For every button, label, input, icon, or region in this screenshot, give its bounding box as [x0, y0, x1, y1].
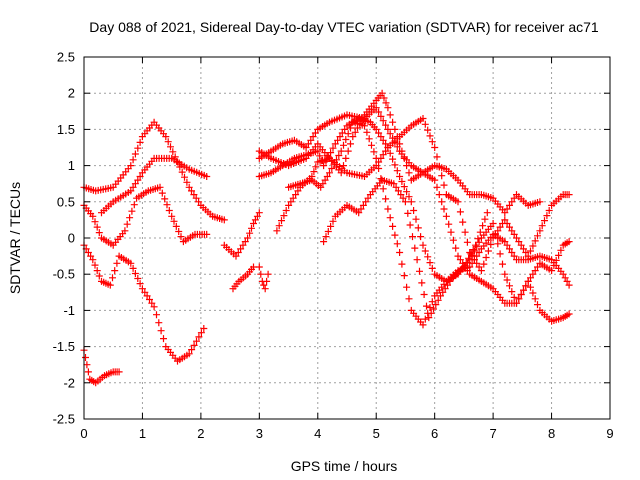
series-track-1: [80, 118, 228, 224]
plus-markers: [255, 115, 573, 289]
x-tick-label: 4: [314, 426, 321, 441]
y-axis-ticks: -2.5 -2 -1.5 -1 -0.5 0 0.5 1 1.5 2 2.5: [53, 50, 610, 427]
series-track-11: [255, 115, 573, 289]
series-track-6: [220, 209, 263, 260]
x-tick-label: 3: [256, 426, 263, 441]
y-tick-label: 0.5: [57, 194, 75, 209]
series-track-7: [229, 263, 257, 293]
x-tick-label: 9: [606, 426, 613, 441]
series-track-2: [80, 183, 211, 249]
y-tick-label: -1.5: [53, 339, 75, 354]
plot-frame: [83, 56, 611, 420]
plus-markers: [273, 115, 573, 275]
plus-markers: [320, 176, 491, 322]
series-track-12: [273, 115, 573, 275]
series-track-8: [255, 263, 272, 293]
plus-markers: [229, 263, 257, 293]
series-track-4: [80, 346, 123, 387]
x-axis-label: GPS time / hours: [291, 458, 398, 474]
y-tick-label: -2: [63, 375, 75, 390]
series-track-14: [320, 176, 491, 322]
x-tick-label: 5: [373, 426, 380, 441]
plus-markers: [80, 118, 228, 224]
x-tick-label: 7: [489, 426, 496, 441]
y-axis-label: SDTVAR / TECUs: [7, 182, 23, 294]
y-tick-label: -1: [63, 303, 75, 318]
x-tick-label: 8: [548, 426, 555, 441]
x-axis-ticks: 0 1 2 3 4 5 6 7 8 9: [80, 57, 614, 441]
y-tick-label: 0: [68, 231, 75, 246]
plus-markers: [255, 263, 272, 293]
plus-markers: [80, 346, 123, 387]
y-tick-label: 1: [68, 158, 75, 173]
x-tick-label: 6: [431, 426, 438, 441]
y-tick-label: -0.5: [53, 267, 75, 282]
y-tick-label: 2: [68, 86, 75, 101]
x-tick-label: 2: [197, 426, 204, 441]
series-track-13: [285, 118, 573, 329]
plus-markers: [80, 183, 211, 249]
series-track-9: [255, 104, 544, 217]
series-track-5: [98, 154, 211, 217]
y-tick-label: -2.5: [53, 412, 75, 427]
y-tick-label: 2.5: [57, 50, 75, 65]
y-tick-label: 1.5: [57, 122, 75, 137]
chart-title: Day 088 of 2021, Sidereal Day-to-day VTE…: [89, 19, 599, 35]
grid-lines: [84, 57, 610, 419]
plus-markers: [285, 118, 573, 329]
plus-markers: [98, 154, 211, 217]
x-tick-label: 1: [139, 426, 146, 441]
plus-markers: [220, 209, 263, 260]
plus-markers: [255, 104, 544, 217]
x-tick-label: 0: [80, 426, 87, 441]
